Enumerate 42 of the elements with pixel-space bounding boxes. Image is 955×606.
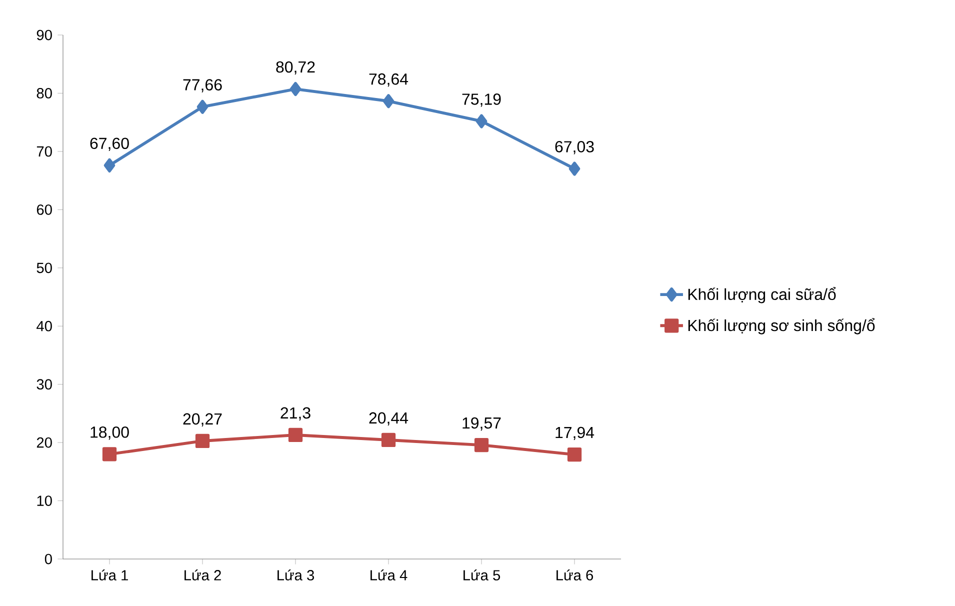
point	[476, 114, 488, 128]
data-label: 78,64	[369, 73, 408, 87]
point	[102, 447, 117, 462]
legend-label: Khối lượng sơ sinh sống/ổ	[688, 318, 875, 334]
x-tick-label: Lứa 6	[556, 569, 594, 580]
y-tick-label: 10	[37, 496, 52, 506]
data-label: 75,19	[462, 94, 501, 107]
point	[382, 94, 394, 108]
point	[474, 438, 489, 452]
y-tick-label: 90	[36, 30, 52, 40]
x-tick-label: Lứa 5	[464, 569, 500, 580]
y-tick-label: 80	[36, 88, 52, 98]
y-tick-label: 20	[36, 437, 52, 448]
data-label: 18,00	[90, 426, 129, 440]
point	[567, 447, 582, 462]
x-tick-label: Lứa 4	[370, 569, 408, 580]
data-label: 77,66	[183, 79, 222, 92]
point	[196, 100, 208, 114]
data-label: 21,3	[280, 407, 310, 420]
y-tick-label: 40	[36, 320, 52, 332]
y-tick-label: 70	[36, 146, 52, 157]
point	[195, 434, 210, 448]
y-tick-label: 50	[36, 262, 52, 274]
data-label: 67,03	[555, 141, 594, 154]
point	[104, 158, 116, 172]
point	[288, 428, 303, 442]
legend-label: Khối lượng cai sữa/ổ	[688, 286, 836, 304]
y-tick-label: 0	[44, 554, 52, 564]
point	[290, 82, 302, 96]
data-label: 19,57	[462, 417, 501, 431]
y-tick-label: 60	[36, 204, 52, 215]
point	[381, 432, 396, 448]
data-label: 67,60	[90, 138, 129, 151]
x-tick-label: Lứa 1	[92, 569, 128, 580]
x-tick-label: Lứa 2	[184, 569, 221, 580]
data-label: 80,72	[276, 61, 315, 75]
x-tick-label: Lứa 3	[278, 569, 314, 580]
data-label: 17,94	[556, 426, 594, 440]
y-tick-label: 30	[36, 379, 52, 390]
data-label: 20,44	[369, 412, 408, 426]
point	[568, 162, 580, 176]
data-label: 20,27	[183, 413, 222, 426]
